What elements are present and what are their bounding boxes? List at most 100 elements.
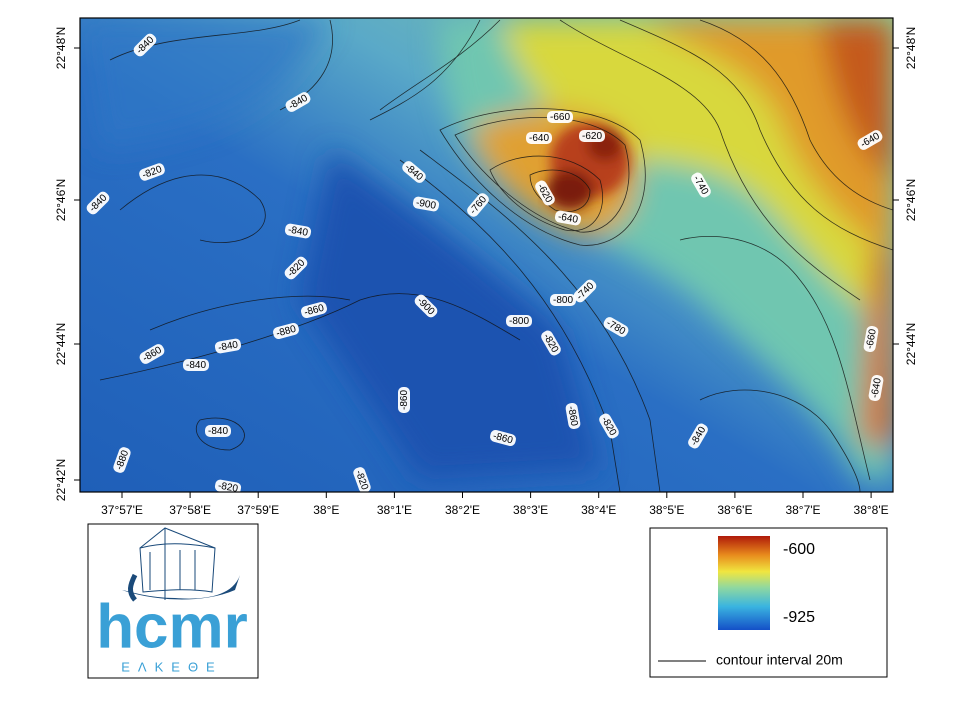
contour-label: -660 <box>547 111 573 123</box>
contour-label-bg <box>284 223 312 239</box>
contour-label-bg <box>868 374 884 402</box>
contour-label-text: -800 <box>553 295 573 306</box>
contour-label-bg <box>139 344 165 364</box>
y-label-right: 22°46'N <box>904 179 918 221</box>
contour-label-bg <box>139 163 165 181</box>
contour-label-bg <box>205 425 231 437</box>
contour-label-text: -640 <box>529 133 549 144</box>
contour-label: -640 <box>554 210 582 226</box>
contour-label-bg <box>285 92 311 112</box>
contour-label-bg <box>284 256 308 280</box>
x-label: 38°7'E <box>785 503 820 517</box>
contour-label-bg <box>547 111 573 123</box>
contour-label-bg <box>565 402 581 430</box>
contour-label-text: -840 <box>217 339 239 353</box>
x-label: 38°1'E <box>377 503 412 517</box>
y-label-left: 22°44'N <box>54 323 68 365</box>
contour-label-text: -880 <box>275 324 298 340</box>
x-label: 38°E <box>313 503 339 517</box>
y-label-left: 22°42'N <box>54 459 68 501</box>
contour-label-bg <box>402 161 426 183</box>
contour-label: -840 <box>205 425 231 437</box>
contour-label-bg <box>412 196 440 212</box>
y-label-right: 22°44'N <box>904 323 918 365</box>
contour-label-bg <box>599 413 619 439</box>
contour-label-bg <box>133 33 157 57</box>
contour-label-bg <box>554 210 582 226</box>
contour-label-bg <box>541 330 561 356</box>
contour-label: -800 <box>550 294 576 306</box>
contour-label-text: -660 <box>864 328 878 350</box>
contour-label-text: -860 <box>399 390 410 410</box>
contour-label-bg <box>573 279 597 303</box>
contour-label-bg <box>535 180 555 206</box>
x-label: 38°6'E <box>717 503 752 517</box>
contour-label: -860 <box>398 387 410 413</box>
contour-label-text: -860 <box>303 303 326 319</box>
logo: hcmr ΕΛΚΕΘΕ <box>87 523 259 679</box>
contour-label: -640 <box>526 132 552 144</box>
contour-label: -860 <box>301 301 327 319</box>
x-label: 38°4'E <box>581 503 616 517</box>
logo-bow <box>128 573 138 602</box>
x-label: 38°5'E <box>649 503 684 517</box>
x-label: 37°59'E <box>237 503 279 517</box>
x-label: 37°57'E <box>101 503 143 517</box>
x-label: 38°8'E <box>854 503 889 517</box>
legend-max: -600 <box>783 541 815 558</box>
map-frame <box>79 17 894 493</box>
color-bar <box>718 536 770 630</box>
contour-label-bg <box>550 294 576 306</box>
contour-label-text: -840 <box>287 224 309 238</box>
contour-label: -660 <box>863 325 879 353</box>
contour-label-text: -820 <box>217 480 239 494</box>
contour-label-bg <box>691 172 711 198</box>
contour-label-bg <box>398 387 410 413</box>
contour-label-bg <box>214 338 242 354</box>
contour-label-bg <box>603 317 629 337</box>
contour-label: -860 <box>490 429 516 447</box>
contours <box>99 19 893 492</box>
contour-label-bg <box>490 429 516 447</box>
contour-label-text: -620 <box>582 131 602 142</box>
logo-ship <box>139 527 216 600</box>
contour-label-bg <box>113 447 131 473</box>
contour-label-text: -640 <box>557 211 579 225</box>
contour-label-bg <box>301 301 327 319</box>
bathymetry: -840-840-820-840-840-820-860-880-840-860… <box>80 18 893 494</box>
y-label-left: 22°46'N <box>54 179 68 221</box>
contour-label-bg <box>863 325 879 353</box>
contour-label-bg <box>183 359 209 371</box>
contour-label-bg <box>214 479 242 492</box>
contour-label: -840 <box>183 359 209 371</box>
contour-label-bg <box>414 294 438 318</box>
legend-contour: contour interval 20m <box>716 652 843 668</box>
contour-label-text: -860 <box>565 405 579 427</box>
contour-label-bg <box>526 132 552 144</box>
contour-label-bg <box>86 191 110 215</box>
contour-label-text: -800 <box>509 316 529 327</box>
contour-label-text: -900 <box>415 197 437 211</box>
contour-label-bg <box>688 423 708 449</box>
logo-frame <box>87 523 259 679</box>
contour-label-bg <box>467 193 489 217</box>
legend-min: -925 <box>783 609 815 626</box>
logo-subtitle: ΕΛΚΕΘΕ <box>121 659 222 674</box>
contour-label: -840 <box>284 223 312 239</box>
logo-name: hcmr <box>96 592 248 661</box>
contour-label: -800 <box>506 315 532 327</box>
contour-label-bg <box>353 467 371 492</box>
contour-label: -900 <box>412 196 440 212</box>
contour-label-text: -840 <box>186 360 206 371</box>
contour-label-text: -640 <box>869 377 883 399</box>
legend: -600 -925 contour interval 20m <box>649 527 888 678</box>
contour-label: -880 <box>273 322 299 340</box>
contour-label: -620 <box>579 130 605 142</box>
contour-label-bg <box>273 322 299 340</box>
y-label-left: 22°48'N <box>54 27 68 69</box>
contour-label: -820 <box>214 479 242 494</box>
contour-label-text: -860 <box>492 431 515 447</box>
contour-label-text: -840 <box>208 426 228 437</box>
y-label-right: 22°48'N <box>904 27 918 69</box>
